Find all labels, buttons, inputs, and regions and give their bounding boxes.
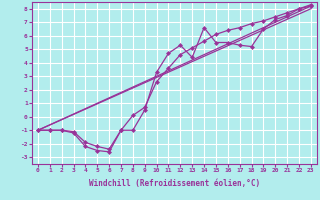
X-axis label: Windchill (Refroidissement éolien,°C): Windchill (Refroidissement éolien,°C): [89, 179, 260, 188]
